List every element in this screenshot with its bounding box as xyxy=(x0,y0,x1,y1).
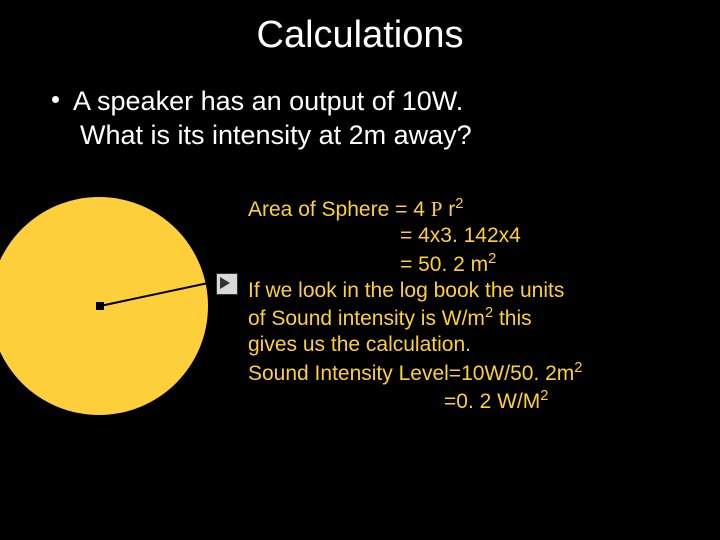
question-line-1: A speaker has an output of 10W. xyxy=(73,86,463,116)
sphere-diagram xyxy=(0,197,230,427)
calculation-text: Area of Sphere = 4 P r2 = 4x3. 142x4 = 5… xyxy=(248,195,708,415)
bullet-icon xyxy=(52,96,59,103)
question-block: A speaker has an output of 10W. What is … xyxy=(52,85,720,153)
calc-line-2: = 4x3. 142x4 xyxy=(248,223,708,249)
calc-l8-pre: =0. 2 W/M xyxy=(444,390,540,413)
calc-l7-pre: Sound Intensity Level=10W/50. 2m xyxy=(248,362,574,385)
calc-l3-sup: 2 xyxy=(488,251,496,267)
speaker-cone-icon xyxy=(220,277,230,289)
calc-l1-sup: 2 xyxy=(455,196,463,212)
calc-line-7: Sound Intensity Level=10W/50. 2m2 xyxy=(248,359,708,387)
calc-l1-pre: Area of Sphere = 4 xyxy=(248,198,431,221)
calc-line-5: of Sound intensity is W/m2 this xyxy=(248,304,708,332)
pi-symbol: P xyxy=(431,197,443,221)
calc-line-3: = 50. 2 m2 xyxy=(248,250,708,278)
calc-line-1: Area of Sphere = 4 P r2 xyxy=(248,195,708,223)
calc-l5-pre: of Sound intensity is W/m xyxy=(248,307,485,330)
calc-l3-pre: = 50. 2 m xyxy=(400,253,488,276)
calc-l7-sup: 2 xyxy=(574,360,582,376)
calc-l1-post: r xyxy=(442,198,455,221)
calc-l8-sup: 2 xyxy=(540,388,548,404)
question-line-2: What is its intensity at 2m away? xyxy=(80,120,472,150)
center-point xyxy=(96,302,104,310)
speaker-icon xyxy=(216,273,238,295)
calc-line-4: If we look in the log book the units xyxy=(248,278,708,304)
slide-title: Calculations xyxy=(0,0,720,57)
calc-l5-post: this xyxy=(493,307,532,330)
calc-line-8: =0. 2 W/M2 xyxy=(248,387,708,415)
calc-l5-sup: 2 xyxy=(485,305,493,321)
calc-line-6: gives us the calculation. xyxy=(248,332,708,358)
